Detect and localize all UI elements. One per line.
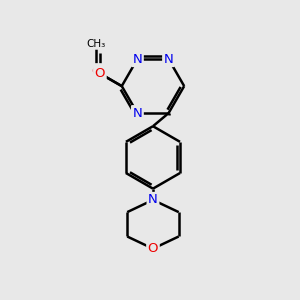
Text: CH₃: CH₃	[86, 39, 106, 49]
Text: methoxy: methoxy	[93, 47, 99, 48]
Text: N: N	[133, 52, 142, 66]
Text: N: N	[148, 194, 158, 206]
Text: O: O	[148, 242, 158, 255]
Text: O: O	[91, 65, 101, 78]
Text: O: O	[94, 67, 105, 80]
Text: N: N	[164, 52, 173, 66]
Text: N: N	[133, 106, 142, 120]
